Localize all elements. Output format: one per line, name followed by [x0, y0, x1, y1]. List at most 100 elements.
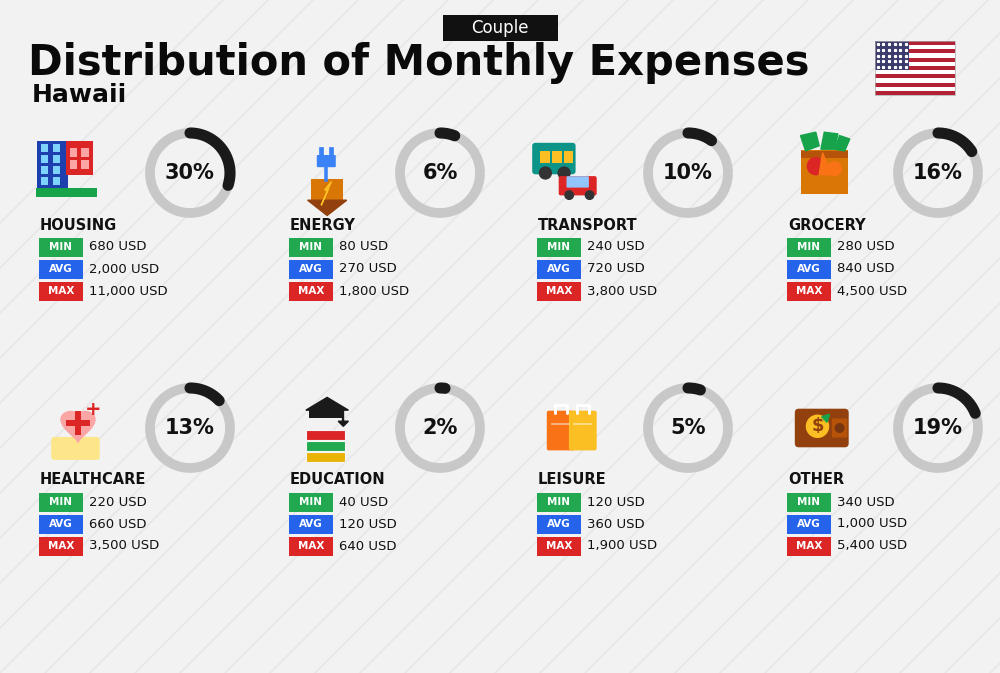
Text: MIN: MIN [50, 497, 72, 507]
FancyBboxPatch shape [540, 151, 550, 163]
Circle shape [558, 167, 570, 179]
FancyBboxPatch shape [317, 155, 336, 167]
Polygon shape [61, 411, 95, 442]
Text: 5%: 5% [670, 418, 706, 438]
Text: Couple: Couple [471, 19, 529, 37]
Text: 19%: 19% [913, 418, 963, 438]
Circle shape [807, 157, 824, 175]
Text: 2%: 2% [422, 418, 458, 438]
FancyBboxPatch shape [39, 536, 83, 555]
Text: 220 USD: 220 USD [89, 495, 147, 509]
FancyBboxPatch shape [547, 411, 575, 450]
Text: HOUSING: HOUSING [40, 217, 117, 232]
FancyBboxPatch shape [564, 151, 573, 163]
FancyBboxPatch shape [39, 493, 83, 511]
FancyBboxPatch shape [537, 281, 581, 301]
Text: MIN: MIN [798, 497, 820, 507]
Text: 16%: 16% [913, 163, 963, 183]
Text: GROCERY: GROCERY [788, 217, 866, 232]
FancyBboxPatch shape [39, 281, 83, 301]
Text: EDUCATION: EDUCATION [290, 472, 386, 487]
Text: AVG: AVG [299, 519, 323, 529]
FancyBboxPatch shape [787, 536, 831, 555]
Text: MAX: MAX [48, 541, 74, 551]
FancyBboxPatch shape [37, 141, 68, 190]
Text: 270 USD: 270 USD [339, 262, 397, 275]
FancyBboxPatch shape [36, 188, 97, 197]
FancyBboxPatch shape [537, 493, 581, 511]
FancyBboxPatch shape [39, 514, 83, 534]
Text: 1,000 USD: 1,000 USD [837, 518, 907, 530]
Text: 80 USD: 80 USD [339, 240, 388, 254]
FancyBboxPatch shape [875, 41, 909, 70]
FancyBboxPatch shape [875, 82, 955, 87]
Text: ENERGY: ENERGY [290, 217, 356, 232]
Text: MAX: MAX [796, 541, 822, 551]
FancyBboxPatch shape [442, 15, 558, 41]
FancyBboxPatch shape [559, 176, 597, 195]
Circle shape [806, 415, 829, 437]
FancyBboxPatch shape [70, 160, 77, 169]
Text: 11,000 USD: 11,000 USD [89, 285, 168, 297]
FancyBboxPatch shape [289, 514, 333, 534]
Polygon shape [819, 153, 831, 175]
Text: AVG: AVG [797, 264, 821, 274]
FancyBboxPatch shape [41, 166, 48, 174]
Text: AVG: AVG [797, 519, 821, 529]
Text: TRANSPORT: TRANSPORT [538, 217, 638, 232]
FancyBboxPatch shape [52, 144, 60, 151]
Circle shape [585, 191, 594, 199]
Text: Distribution of Monthly Expenses: Distribution of Monthly Expenses [28, 42, 810, 84]
FancyBboxPatch shape [537, 260, 581, 279]
Text: 6%: 6% [422, 163, 458, 183]
FancyBboxPatch shape [875, 70, 955, 74]
Text: 680 USD: 680 USD [89, 240, 146, 254]
Text: 30%: 30% [165, 163, 215, 183]
FancyBboxPatch shape [306, 452, 345, 462]
Polygon shape [834, 135, 850, 151]
Polygon shape [338, 421, 348, 426]
Text: 340 USD: 340 USD [837, 495, 895, 509]
Text: 13%: 13% [165, 418, 215, 438]
Text: MIN: MIN [300, 242, 322, 252]
FancyBboxPatch shape [552, 151, 562, 163]
FancyBboxPatch shape [39, 238, 83, 256]
FancyBboxPatch shape [832, 419, 847, 437]
Polygon shape [306, 397, 348, 410]
FancyBboxPatch shape [875, 53, 955, 58]
FancyBboxPatch shape [875, 86, 955, 91]
FancyBboxPatch shape [875, 45, 955, 49]
Text: AVG: AVG [547, 519, 571, 529]
Text: 2,000 USD: 2,000 USD [89, 262, 159, 275]
FancyBboxPatch shape [289, 281, 333, 301]
Text: 1,800 USD: 1,800 USD [339, 285, 409, 297]
FancyBboxPatch shape [787, 238, 831, 256]
FancyBboxPatch shape [81, 148, 89, 157]
Text: AVG: AVG [49, 264, 73, 274]
Text: $: $ [811, 417, 824, 435]
FancyBboxPatch shape [75, 411, 81, 435]
FancyBboxPatch shape [875, 40, 955, 45]
Text: MAX: MAX [796, 286, 822, 296]
FancyBboxPatch shape [41, 155, 48, 163]
FancyBboxPatch shape [306, 441, 345, 451]
Polygon shape [321, 182, 331, 205]
FancyBboxPatch shape [569, 411, 597, 450]
Text: 1,900 USD: 1,900 USD [587, 540, 657, 553]
Text: 120 USD: 120 USD [587, 495, 645, 509]
Text: 720 USD: 720 USD [587, 262, 645, 275]
FancyBboxPatch shape [41, 144, 48, 151]
FancyBboxPatch shape [537, 238, 581, 256]
FancyBboxPatch shape [66, 141, 93, 175]
FancyBboxPatch shape [875, 74, 955, 78]
Text: 120 USD: 120 USD [339, 518, 397, 530]
FancyBboxPatch shape [532, 143, 576, 174]
FancyBboxPatch shape [39, 260, 83, 279]
Text: 840 USD: 840 USD [837, 262, 895, 275]
Text: 640 USD: 640 USD [339, 540, 396, 553]
Circle shape [835, 424, 844, 432]
Text: MIN: MIN [548, 497, 570, 507]
FancyBboxPatch shape [70, 148, 77, 157]
FancyBboxPatch shape [875, 49, 955, 53]
Circle shape [565, 191, 573, 199]
